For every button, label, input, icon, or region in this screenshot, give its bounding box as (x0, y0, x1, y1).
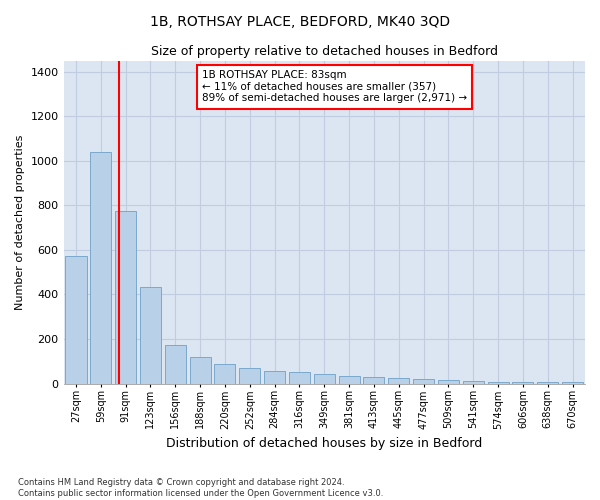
Bar (140, 286, 161, 384)
Bar (289, 372, 310, 384)
Bar (264, 372, 285, 384)
Bar (115, 211, 136, 384)
Bar (364, 377, 385, 384)
Bar (165, 344, 186, 384)
Bar (90, 152, 112, 384)
Title: Size of property relative to detached houses in Bedford: Size of property relative to detached ho… (151, 45, 498, 58)
Bar (388, 378, 409, 384)
Bar (512, 382, 533, 384)
Text: 1B, ROTHSAY PLACE, BEDFORD, MK40 3QD: 1B, ROTHSAY PLACE, BEDFORD, MK40 3QD (150, 15, 450, 29)
Text: 1B ROTHSAY PLACE: 83sqm
← 11% of detached houses are smaller (357)
89% of semi-d: 1B ROTHSAY PLACE: 83sqm ← 11% of detache… (202, 70, 467, 103)
Bar (65, 256, 86, 384)
Y-axis label: Number of detached properties: Number of detached properties (15, 134, 25, 310)
X-axis label: Distribution of detached houses by size in Bedford: Distribution of detached houses by size … (166, 437, 482, 450)
Bar (463, 382, 484, 384)
Bar (239, 368, 260, 384)
Bar (413, 379, 434, 384)
Bar (190, 357, 211, 384)
Bar (488, 382, 509, 384)
Bar (438, 380, 459, 384)
Bar (537, 382, 559, 384)
Text: Contains HM Land Registry data © Crown copyright and database right 2024.
Contai: Contains HM Land Registry data © Crown c… (18, 478, 383, 498)
Bar (214, 364, 235, 384)
Bar (314, 374, 335, 384)
Bar (562, 382, 583, 384)
Bar (338, 376, 359, 384)
